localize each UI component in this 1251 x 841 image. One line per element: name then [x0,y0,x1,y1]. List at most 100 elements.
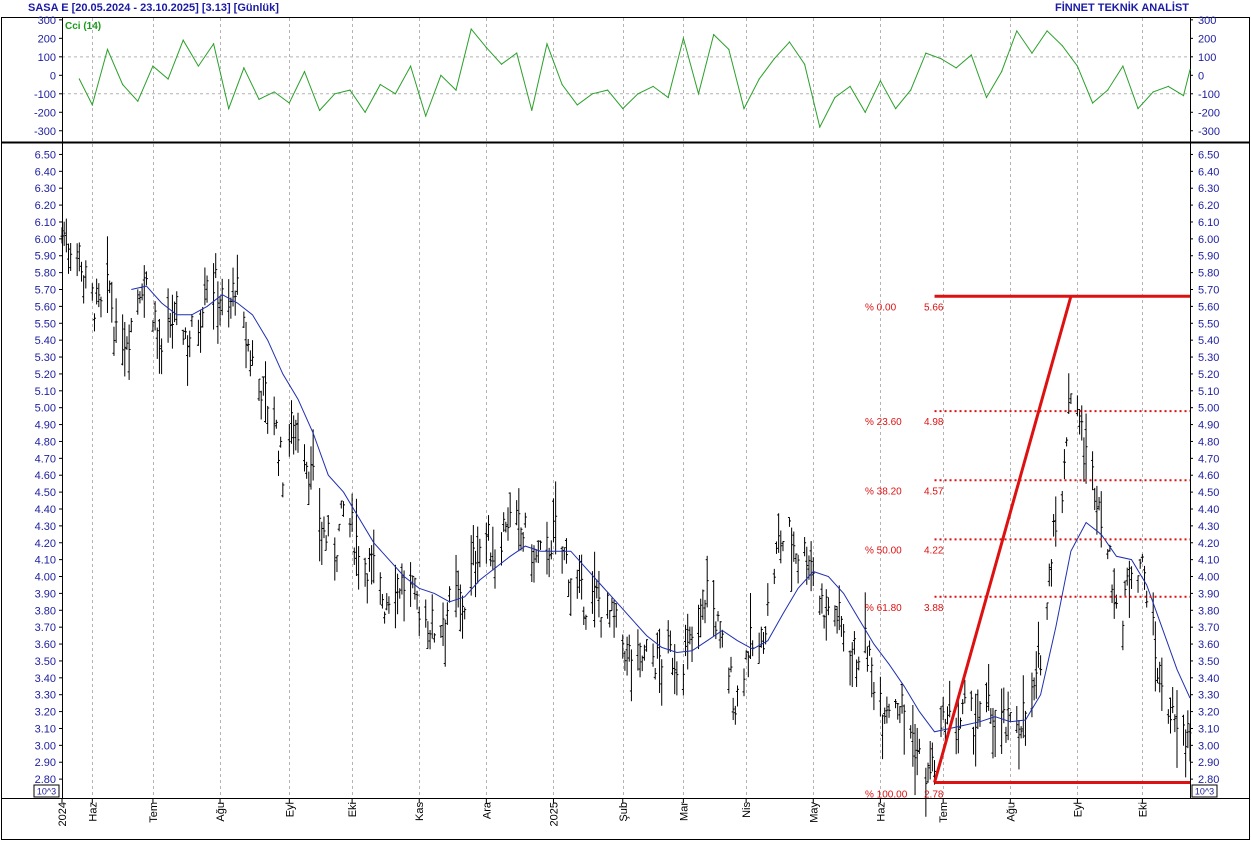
price-bar [787,516,791,527]
price-tick-label-right: 5.90 [1198,251,1219,263]
x-tick-label: Haz [87,802,99,822]
price-bar [218,296,222,326]
price-tick-label-right: 5.40 [1198,335,1219,347]
price-bar [961,699,965,715]
fibonacci-level-label: % 100.00 [865,789,908,800]
x-tick-label: Nis [741,802,753,818]
price-bar [764,626,768,645]
price-bar [248,350,252,377]
price-bar [924,767,928,817]
price-tick-label-left: 4.20 [35,538,56,550]
cci-tick-label-left: 0 [50,70,56,82]
price-bar [796,554,800,584]
cci-point [122,83,124,86]
cci-point [819,126,821,128]
price-bar [781,541,785,552]
price-tick-label-right: 6.40 [1198,166,1219,178]
price-tick-label-right: 4.30 [1198,521,1219,533]
cci-point [364,111,366,113]
price-bar [913,724,917,796]
price-bar [593,551,597,628]
x-tick-label: Şub [618,802,630,822]
cci-point [606,89,609,91]
price-bar [402,570,406,622]
x-tick-label: Tem [938,802,950,823]
price-bar [274,419,278,429]
price-bar [415,590,419,610]
price-bar [1097,496,1101,511]
price-bar [1153,621,1157,692]
price-bar [233,290,237,316]
price-bar [651,643,655,667]
price-bar [491,526,495,571]
price-tick-label-right: 4.60 [1198,470,1219,482]
price-bar [478,538,482,568]
price-bar [199,309,203,353]
cci-point [1031,52,1033,54]
cci-tick-label-right: 300 [1198,15,1216,27]
price-bar [712,580,716,637]
cci-point [78,78,80,80]
price-bar [261,376,265,396]
price-bar [852,631,856,655]
price-tick-label-left: 5.60 [35,301,56,313]
price-bar [1138,558,1142,569]
cci-point [425,115,427,117]
price-bar [744,650,748,660]
price-tick-label-right: 3.90 [1198,588,1219,600]
x-tick-label: Ağu [215,802,227,822]
cci-point [485,46,487,49]
price-bar [839,615,843,637]
price-bar [508,492,512,528]
price-bar [733,705,737,725]
cci-tick-label-right: -200 [1198,107,1220,119]
price-bar [398,588,402,599]
price-bar [926,762,930,783]
price-bar [1032,677,1036,701]
price-bar [506,507,510,541]
price-bar [1125,567,1129,586]
price-bar [820,583,824,614]
price-bar [1036,621,1040,668]
price-tick-label-left: 4.90 [35,420,56,432]
cci-point [713,34,715,36]
price-bar [718,621,722,649]
price-bar [430,594,434,639]
cci-point [152,65,154,67]
price-bar [1186,710,1190,749]
price-bar [580,554,584,600]
cci-panel: Cci (14) [65,21,1191,129]
price-bar [1049,559,1053,587]
price-bar [969,690,973,712]
price-bar [144,271,148,286]
price-bar [612,599,616,638]
cci-point [1152,91,1154,93]
price-bar [305,461,309,479]
price-bar [296,412,300,453]
price-tick-label-right: 5.80 [1198,268,1219,280]
price-tick-label-left: 6.30 [35,183,56,195]
price-tick-label-left: 3.50 [35,656,56,668]
price-bar [487,515,491,541]
price-bar [554,481,558,555]
price-bar [645,639,649,652]
price-bar [1184,729,1188,778]
cci-point [258,98,260,100]
price-tick-label-right: 3.80 [1198,605,1219,617]
cci-point [137,100,139,102]
price-bar [883,707,887,725]
price-bar [974,693,978,767]
price-bar [160,338,164,375]
cci-point [849,85,851,87]
price-bar [92,313,96,332]
price-bar [1112,568,1116,619]
price-bar [987,664,991,711]
price-bar [82,275,86,304]
price-bar [281,482,285,498]
price-tick-label-left: 6.20 [35,200,56,212]
cci-point [470,28,472,30]
price-bar [205,275,209,303]
price-tick-label-left: 5.10 [35,386,56,398]
price-tick-label-left: 5.50 [35,318,56,330]
